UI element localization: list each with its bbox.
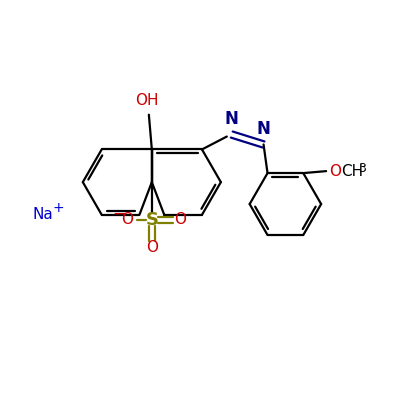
Text: CH: CH bbox=[341, 164, 363, 179]
Text: N: N bbox=[257, 120, 270, 138]
Text: N: N bbox=[225, 110, 239, 128]
Text: S: S bbox=[145, 211, 158, 229]
Text: O: O bbox=[329, 164, 341, 179]
Text: O: O bbox=[121, 212, 133, 227]
Text: 3: 3 bbox=[358, 162, 366, 175]
Text: −: − bbox=[112, 205, 126, 223]
Text: +: + bbox=[52, 201, 64, 215]
Text: O: O bbox=[146, 240, 158, 255]
Text: O: O bbox=[174, 212, 186, 227]
Text: OH: OH bbox=[135, 93, 159, 108]
Text: Na: Na bbox=[33, 207, 54, 222]
